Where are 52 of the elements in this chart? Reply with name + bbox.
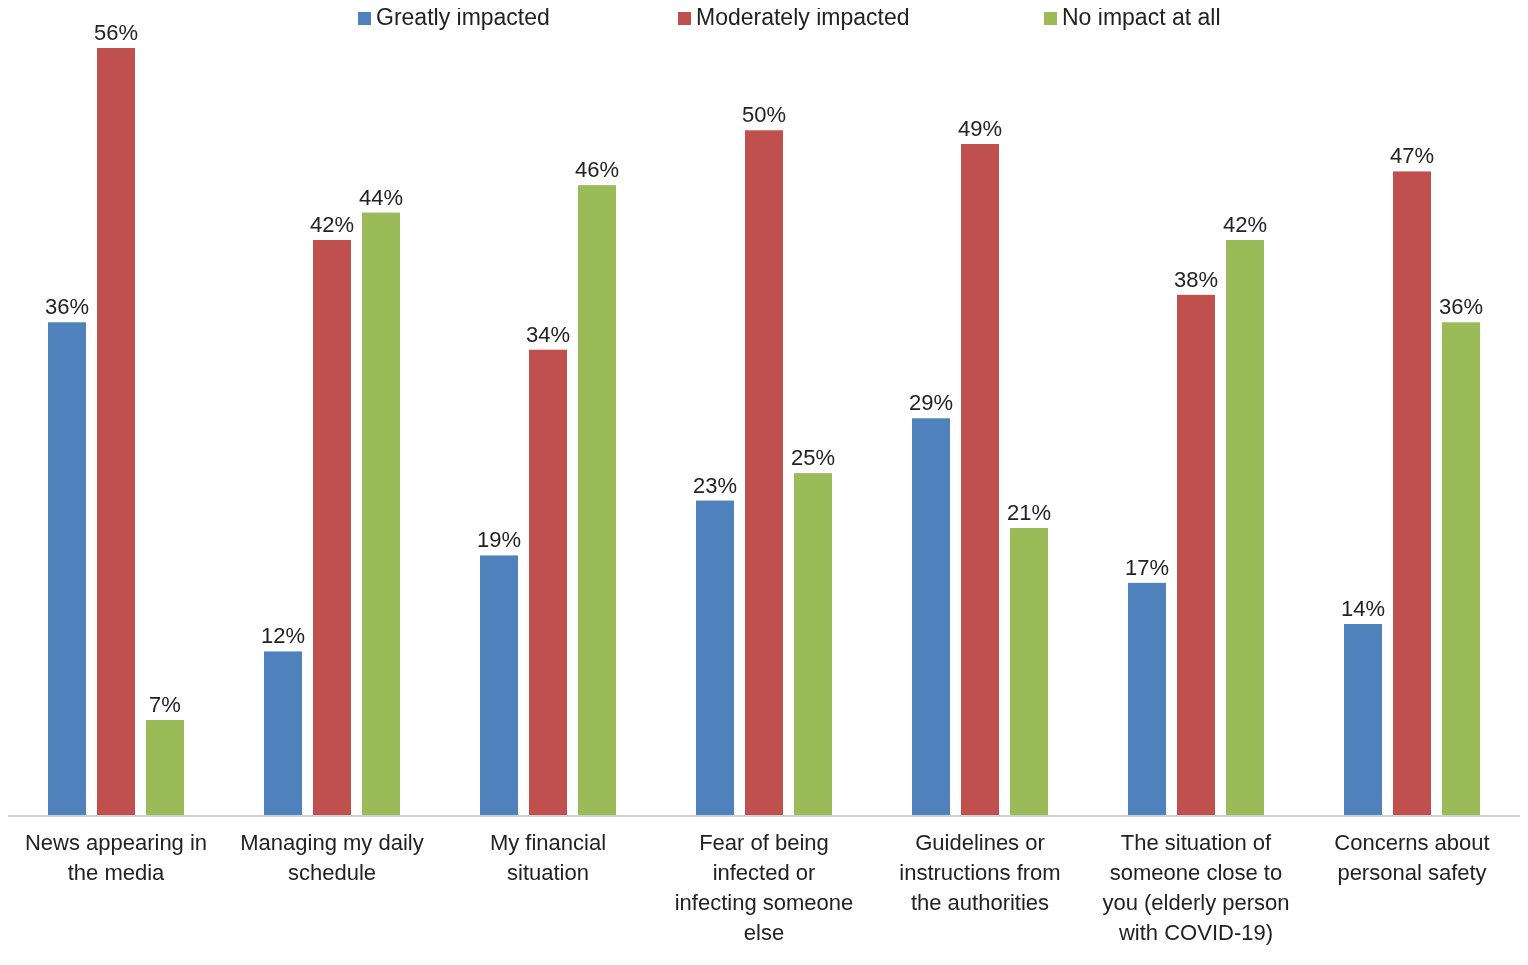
data-label: 23%	[692, 472, 738, 498]
data-label: 42%	[309, 212, 355, 237]
legend-label: No impact at all	[1062, 4, 1221, 30]
legend-label: Greatly impacted	[376, 4, 550, 30]
data-label: 42%	[1222, 212, 1268, 237]
data-label: 56%	[93, 20, 139, 45]
data-label: 29%	[908, 390, 954, 416]
data-label: 21%	[1006, 500, 1052, 525]
x-tick-label: Managing my daily schedule	[240, 830, 424, 885]
data-label: 49%	[957, 116, 1003, 141]
bar	[97, 48, 135, 816]
data-label: 50%	[741, 102, 787, 128]
bar	[1344, 624, 1382, 816]
bar	[264, 651, 302, 816]
legend-label: Moderately impacted	[696, 4, 910, 30]
bar	[529, 349, 567, 816]
data-label: 38%	[1173, 266, 1219, 292]
bar	[696, 500, 734, 816]
data-label: 7%	[149, 692, 181, 717]
bar	[1010, 528, 1048, 816]
bar	[362, 212, 400, 816]
bar	[313, 240, 351, 816]
x-tick-label: Concerns about personal safety	[1334, 830, 1490, 885]
bar	[1128, 582, 1166, 816]
bar	[1226, 240, 1264, 816]
bar	[912, 418, 950, 816]
x-tick-label: News appearing in the media	[24, 830, 208, 885]
data-label: 46%	[574, 157, 620, 183]
bar	[1393, 171, 1431, 816]
bar	[794, 473, 832, 816]
data-label: 14%	[1340, 596, 1386, 621]
x-tick-label: My financial situation	[489, 830, 607, 885]
data-label: 19%	[476, 527, 522, 553]
bar	[1177, 294, 1215, 816]
bar	[1442, 322, 1480, 816]
data-label: 36%	[44, 294, 90, 320]
x-tick-label: Fear of being infected or infecting someone else	[674, 830, 854, 945]
bar	[745, 130, 783, 816]
bar	[48, 322, 86, 816]
x-tick-label: The situation of someone close to you (elderly person with COVID-19)	[1102, 830, 1290, 945]
bar	[480, 555, 518, 816]
data-label: 12%	[260, 623, 306, 649]
bar	[578, 185, 616, 816]
data-label: 47%	[1389, 143, 1435, 169]
bar	[961, 144, 999, 816]
x-tick-label: Guidelines or instructions from the authorities	[899, 830, 1061, 915]
data-label: 36%	[1438, 294, 1484, 320]
data-label: 34%	[525, 321, 571, 347]
data-label: 44%	[358, 184, 404, 210]
data-label: 25%	[790, 445, 836, 471]
bar	[146, 720, 184, 816]
data-label: 17%	[1124, 554, 1170, 580]
